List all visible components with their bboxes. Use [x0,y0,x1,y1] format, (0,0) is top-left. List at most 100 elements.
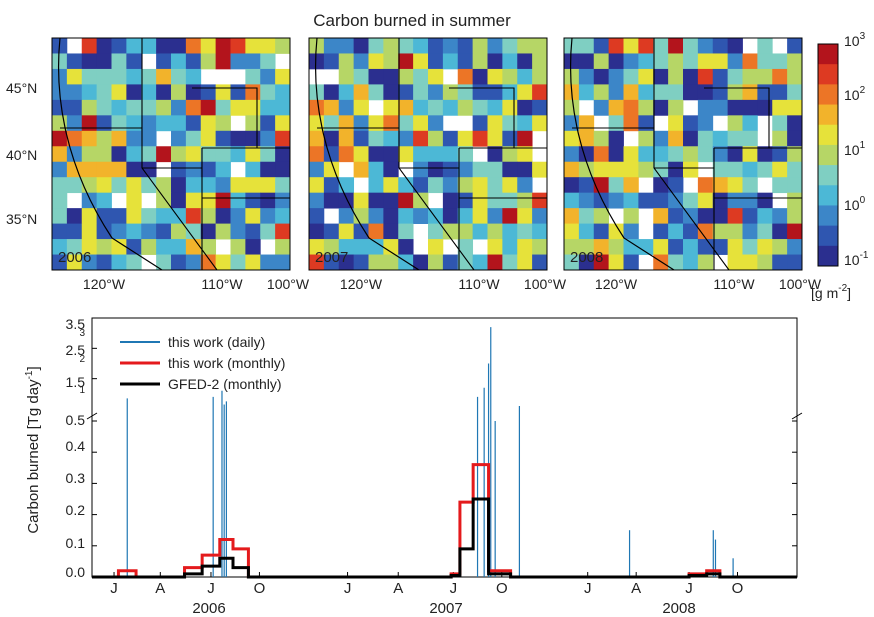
map-cell [338,84,355,101]
map-cell [502,223,518,240]
map-cell [442,223,459,240]
map-cell [66,130,83,147]
map-cell [472,223,488,240]
map-cell [215,84,231,101]
map-cell [353,68,369,85]
map-cell [185,254,202,271]
map-cell [171,192,187,209]
map-cell [185,161,202,178]
map-cell [66,177,83,194]
map-cell [398,84,414,101]
map-cell [309,53,325,70]
map-cell [487,239,503,255]
map-cell [323,115,340,132]
map-cell [564,146,580,163]
xtick-label: O [496,580,508,597]
map-xtick: 110°W [713,276,755,292]
map-cell [338,130,355,147]
map-cell [338,53,355,70]
map-cell [608,130,624,147]
map-cell [260,192,276,209]
map-cell [742,192,758,209]
map-cell [81,68,98,85]
map-cell [787,84,803,101]
map-cell [428,130,444,147]
map-cell [398,130,414,147]
map-cell [428,177,444,194]
map-cell [309,161,325,178]
map-cell [742,99,758,116]
map-cell [245,192,261,209]
map-cell [171,53,187,70]
map-cell [126,38,142,54]
map-cell [141,161,157,178]
map-cell [275,146,291,163]
map-cell [81,115,98,132]
map-cell [260,99,276,116]
map-cell [428,239,444,255]
map-cell [81,177,98,194]
map-cell [564,192,580,209]
map-cell [260,177,276,194]
map-cell [260,38,276,54]
ts-ytick-2.5: 2.5 [66,342,86,358]
map-cell [52,68,68,85]
map-cell [472,192,488,209]
map-cell [338,177,355,194]
map-cell [727,115,743,132]
map-cell [487,53,503,70]
map-cell [457,146,474,163]
map-ytick-40: 40°N [6,147,37,163]
map-cell [442,38,459,54]
map-cell [502,38,518,54]
map-cell [368,161,384,178]
map-cell [593,161,610,178]
map-cell [171,68,187,85]
map-cell [653,208,669,224]
map-cell [442,177,459,194]
ts-y-axis-label: Carbon burned [Tg day-1] [24,366,42,533]
map-cell [338,192,355,209]
map-cell [260,208,276,224]
map-cell [126,99,142,116]
map-cell [623,84,639,101]
map-cell [81,38,98,54]
map-cell [653,254,669,271]
map-cell [126,146,142,163]
map-cell [275,38,291,54]
map-cell [200,84,217,101]
map-cell [668,130,684,147]
coastline [569,37,675,271]
map-cell [81,223,98,240]
map-cell [275,84,291,101]
map-cell [502,130,518,147]
map-cell [593,254,610,271]
series-gfed [92,497,797,579]
legend-label-monthly: this work (monthly) [168,355,285,371]
map-cell [156,84,172,101]
map-cell [578,254,595,271]
map-cell [668,68,684,85]
map-xtick: 110°W [201,276,243,292]
map-cell [653,84,669,101]
map-cell [517,115,533,132]
map-cell [742,161,758,178]
map-cell [697,130,714,147]
map-cell [532,208,548,224]
map-cell [772,99,788,116]
map-cell [668,99,684,116]
map-cell [683,115,699,132]
map-cell [368,254,384,271]
map-panels: 2006 2007 2008 [51,37,803,271]
map-cell [245,223,261,240]
map-xtick: 120°W [340,276,383,292]
map-cell [338,208,355,224]
map-cell [517,84,533,101]
map-cell [668,115,684,132]
map-cell [502,254,518,271]
ts-year-labels: 2006 2007 2008 [192,600,695,617]
map-cell [653,239,669,255]
map-cell [141,177,157,194]
xtick-label: J [685,580,693,597]
